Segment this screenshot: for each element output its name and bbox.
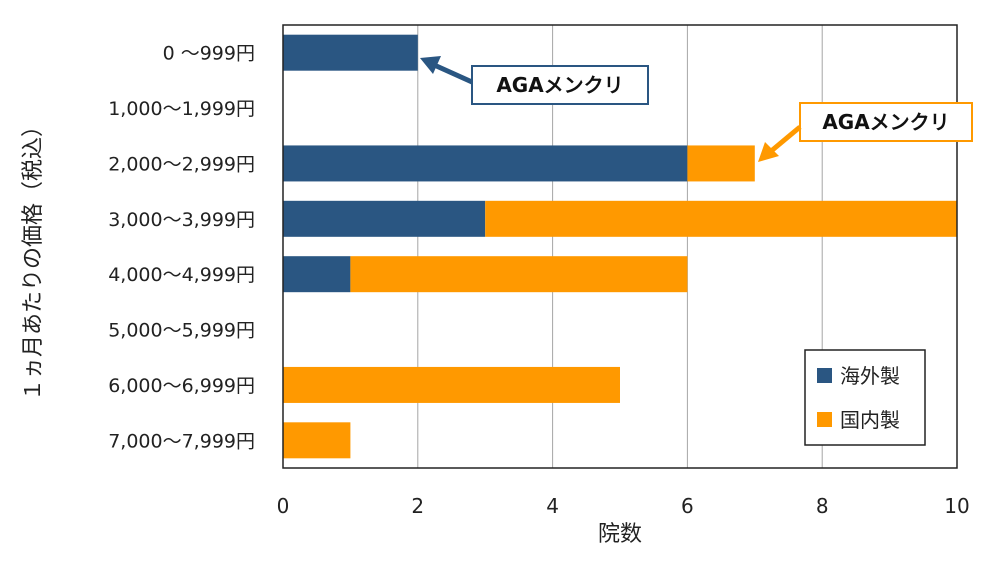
y-tick-label-5: 5,000～5,999円 [108,320,255,342]
x-tick-label-4: 8 [816,494,829,518]
callout-arrow-shaft-domestic [768,125,802,154]
x-tick-label-0: 0 [277,494,290,518]
bar-overseas-3 [283,200,486,237]
callout-arrow-head-overseas [420,56,441,74]
y-tick-label-1: 1,000～1,999円 [108,98,255,120]
x-tick-label-1: 2 [411,494,424,518]
bar-domestic-6 [283,366,620,403]
bar-domestic-2 [687,145,755,182]
x-tick-label-5: 10 [944,494,969,518]
plot-area-frame [282,24,958,469]
y-axis-ticks: 0 ～999円 1,000～1,999円 2,000～2,999円 3,000～3,9… [108,43,255,453]
callout-domestic: AGAメンクリ [758,102,973,162]
bar-domestic-3 [485,200,957,237]
legend-label-overseas: 海外製 [840,364,900,388]
y-tick-label-4: 4,000～4,999円 [108,264,255,286]
x-tick-label-3: 6 [681,494,694,518]
y-tick-label-2: 2,000～2,999円 [108,153,255,175]
callout-overseas: AGAメンクリ [420,56,649,105]
x-axis-title: 院数 [598,522,642,547]
y-tick-label-3: 3,000～3,999円 [108,209,255,231]
legend-label-domestic: 国内製 [840,408,900,432]
callout-box-overseas [471,65,649,105]
callout-arrow-shaft-overseas [430,61,474,85]
x-axis-ticks: 0 2 4 6 8 10 [277,494,970,518]
callout-arrow-head-domestic [758,142,779,162]
y-axis-title: １ヵ月あたりの価格（税込） [21,115,46,401]
legend-box [804,349,926,446]
legend-swatch-domestic [817,412,832,427]
y-tick-label-0: 0 ～999円 [163,43,255,65]
callout-box-domestic [799,102,973,142]
bar-domestic-4 [350,256,688,293]
y-tick-label-7: 7,000～7,999円 [108,430,255,452]
bars [283,34,957,459]
bar-domestic-7 [283,422,351,459]
bar-overseas-4 [283,256,351,293]
legend-swatch-overseas [817,368,832,383]
bar-overseas-0 [283,34,418,71]
callout-label-domestic: AGAメンクリ [822,110,949,134]
bar-overseas-2 [283,145,688,182]
x-tick-label-2: 4 [546,494,559,518]
legend: 海外製 国内製 [804,349,926,446]
callout-label-overseas: AGAメンクリ [496,73,623,97]
y-tick-label-6: 6,000～6,999円 [108,375,255,397]
